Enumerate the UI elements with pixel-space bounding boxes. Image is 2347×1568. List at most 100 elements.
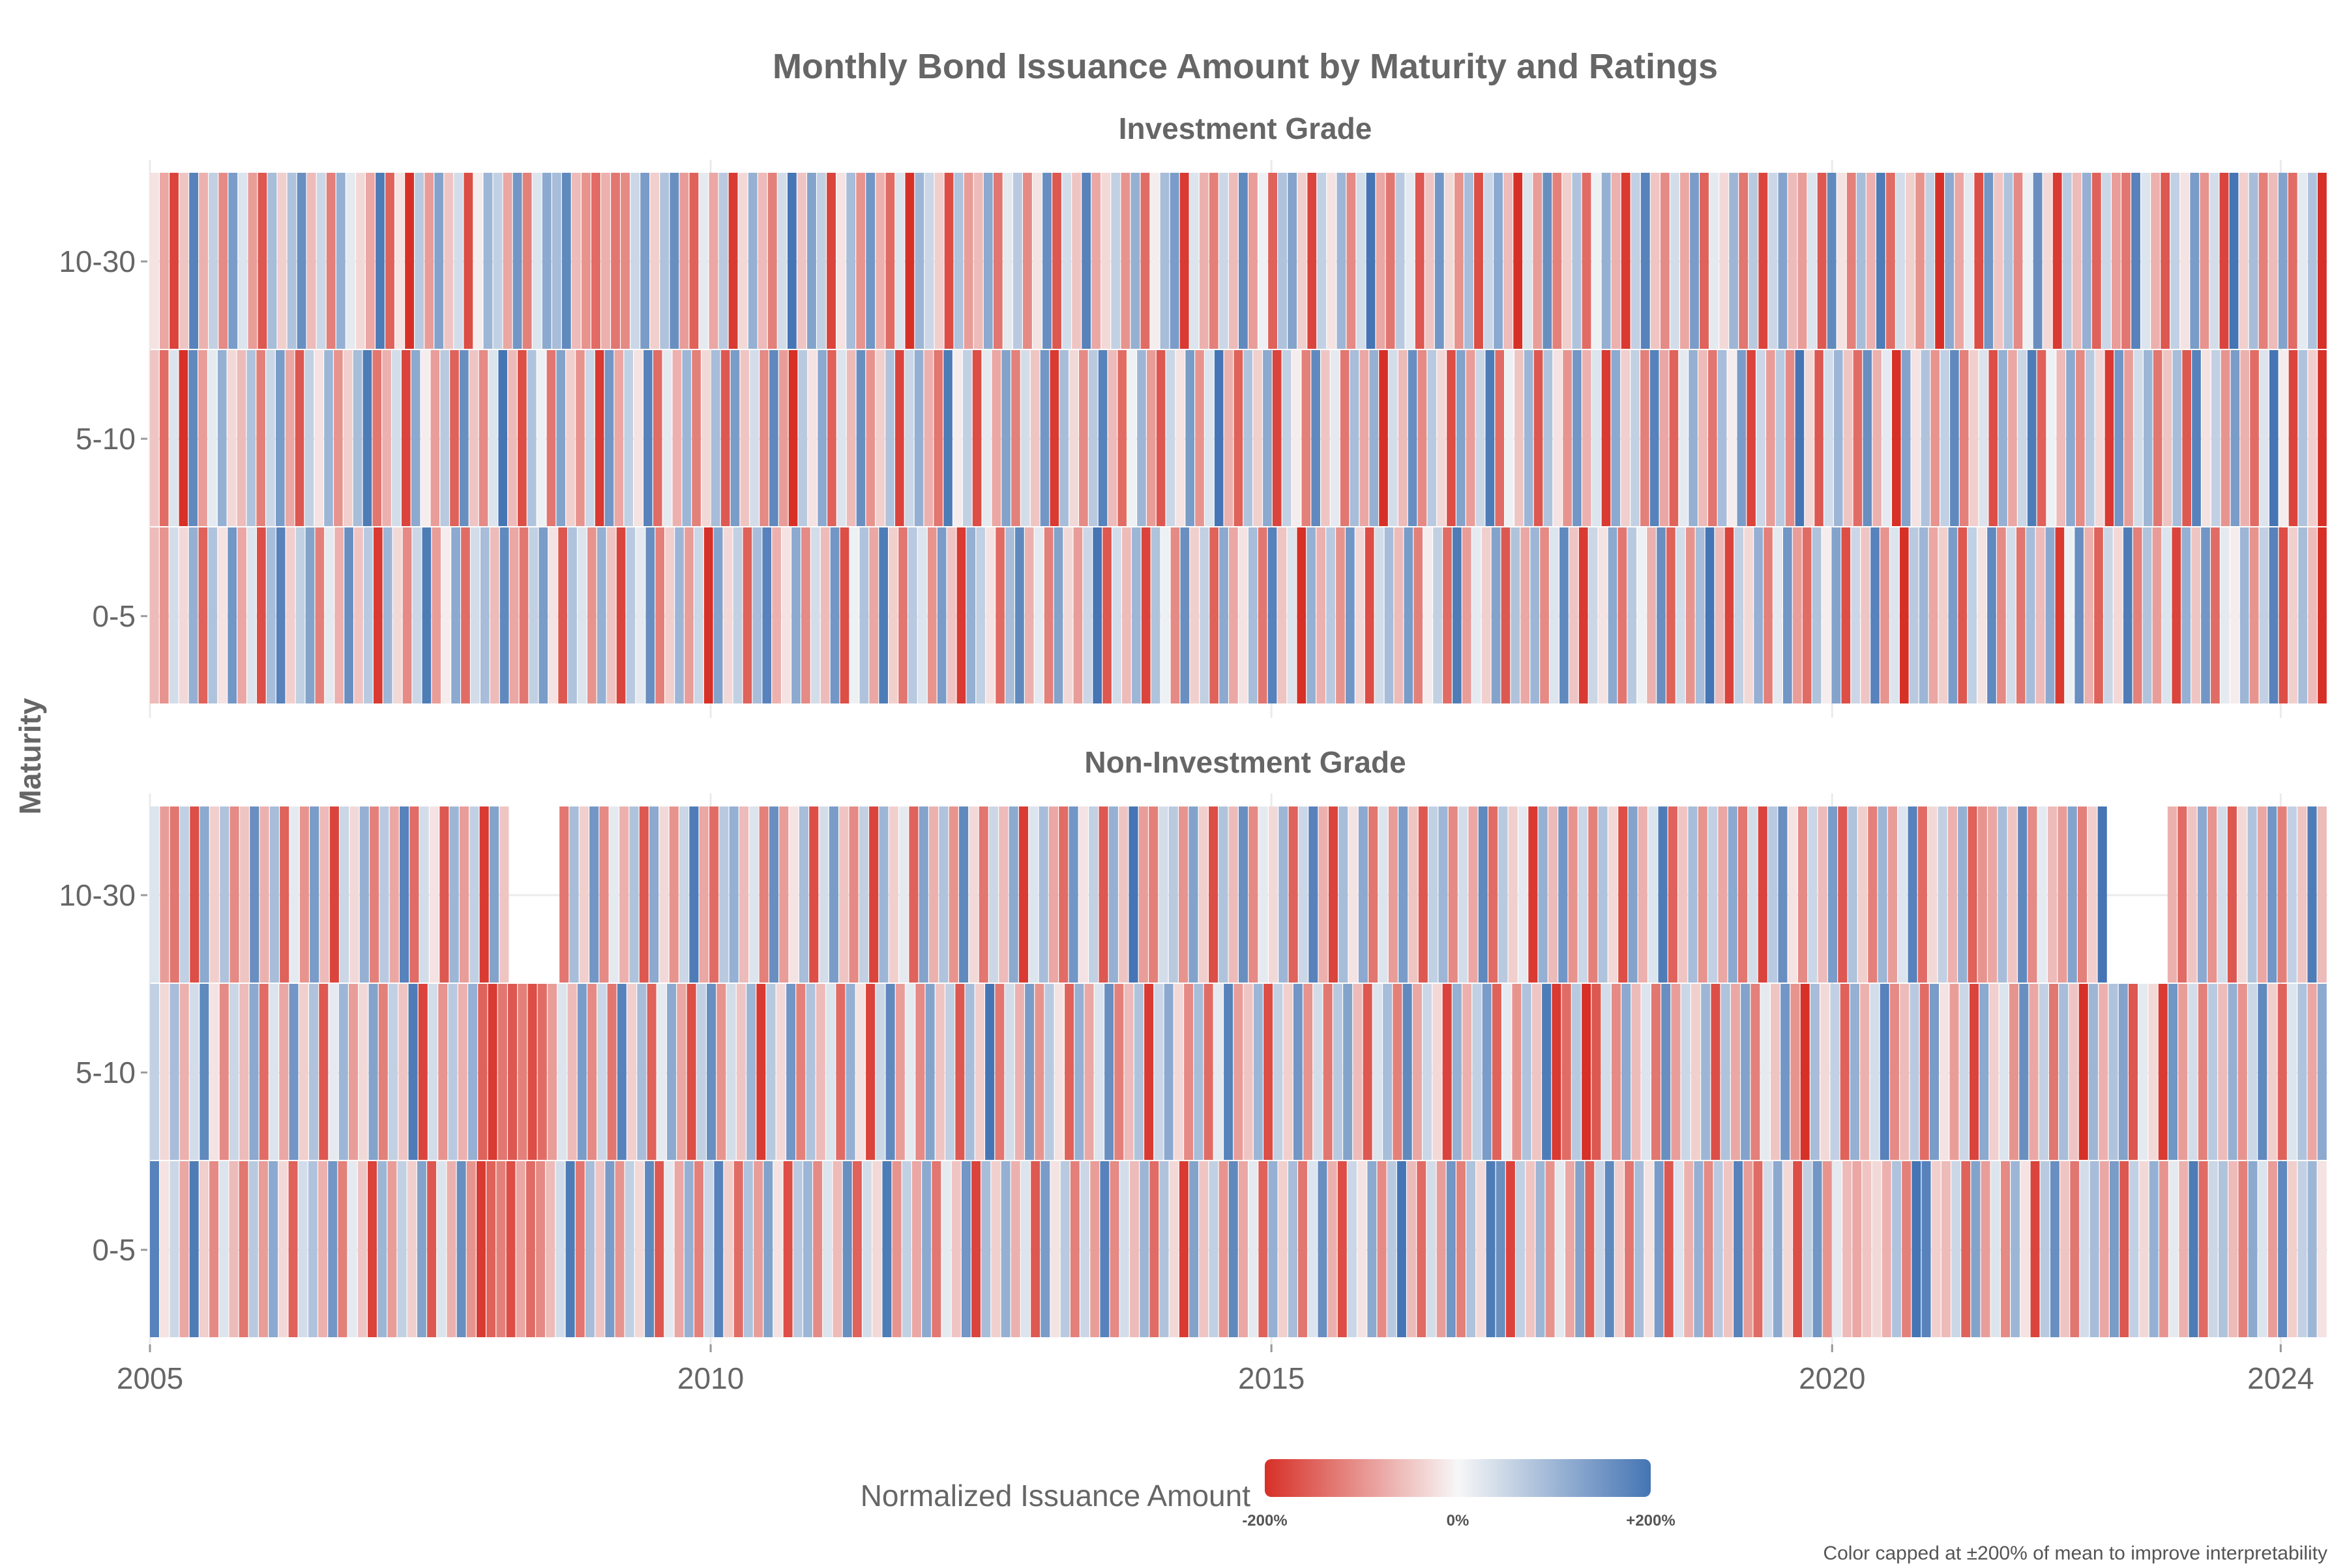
heatmap-cell [1768, 806, 1778, 983]
heatmap-cell [1318, 1161, 1327, 1337]
heatmap-cell [552, 173, 561, 349]
heatmap-cell [364, 527, 373, 703]
heatmap-cell [1734, 1161, 1743, 1337]
heatmap-cell [2298, 350, 2308, 526]
heatmap-cell [879, 527, 889, 703]
heatmap-cell [993, 173, 1003, 349]
heatmap-cell [1408, 350, 1417, 526]
heatmap-cell [2059, 984, 2069, 1160]
heatmap-cell [179, 350, 188, 526]
heatmap-cell [1832, 1161, 1842, 1337]
heatmap-cell [401, 350, 411, 526]
heatmap-cell [937, 527, 947, 703]
heatmap-cell [209, 984, 219, 1160]
heatmap-cell [1100, 1161, 1110, 1337]
heatmap-cell [2072, 173, 2082, 349]
heatmap-cell [1348, 806, 1358, 983]
heatmap-cell [1082, 173, 1091, 349]
heatmap-cell [2067, 806, 2077, 983]
heatmap-cell [1001, 1161, 1011, 1337]
heatmap-cell [395, 173, 404, 349]
heatmap-cell [609, 806, 619, 983]
heatmap-cell [776, 984, 786, 1160]
heatmap-cell [956, 527, 966, 703]
heatmap-cell [1395, 173, 1405, 349]
heatmap-cell [408, 984, 418, 1160]
heatmap-cell [1189, 173, 1199, 349]
heatmap-cell [1950, 350, 1959, 526]
heatmap-cell [359, 984, 368, 1160]
heatmap-cell [1727, 350, 1737, 526]
heatmap-cell [1179, 173, 1189, 349]
heatmap-cell [1069, 806, 1078, 983]
heatmap-cell [759, 806, 769, 983]
heatmap-cell [1418, 806, 1428, 983]
heatmap-cell [1585, 1161, 1595, 1337]
heatmap-cell [767, 173, 777, 349]
heatmap-cell [2020, 1161, 2030, 1337]
heatmap-cell [986, 527, 996, 703]
heatmap-cell [777, 173, 787, 349]
heatmap-cell [556, 350, 566, 526]
heatmap-cell [682, 350, 692, 526]
heatmap-cell [1412, 984, 1422, 1160]
heatmap-cell [1243, 984, 1253, 1160]
heatmap-cell [1514, 350, 1524, 526]
y-tick-label: 5-10 [76, 1056, 136, 1089]
heatmap-cell [925, 984, 935, 1160]
heatmap-cell [1892, 1161, 1901, 1337]
heatmap-cell [1104, 984, 1114, 1160]
heatmap-cell [685, 527, 694, 703]
heatmap-cell [1675, 527, 1685, 703]
heatmap-cell [826, 984, 836, 1160]
heatmap-cell [2153, 350, 2162, 526]
heatmap-cell [1658, 806, 1668, 983]
heatmap-cell [1797, 806, 1808, 983]
heatmap-cell [1704, 1161, 1713, 1337]
heatmap-cell [1998, 350, 2007, 526]
heatmap-cell [733, 1161, 743, 1337]
heatmap-cell [1248, 173, 1258, 349]
heatmap-cell [2307, 806, 2317, 983]
heatmap-cell [1929, 984, 1939, 1160]
heatmap-cell [2258, 984, 2267, 1160]
heatmap-cell [2101, 173, 2111, 349]
heatmap-cell [1526, 1161, 1535, 1337]
heatmap-cell [1621, 173, 1631, 349]
heatmap-cell [2013, 173, 2023, 349]
heatmap-cell [1543, 173, 1552, 349]
heatmap-cell [670, 173, 679, 349]
heatmap-cell [1328, 806, 1338, 983]
heatmap-cell [1137, 350, 1146, 526]
heatmap-cell [309, 984, 319, 1160]
heatmap-cell [169, 527, 179, 703]
heatmap-cell [389, 984, 398, 1160]
heatmap-cell [1747, 350, 1756, 526]
heatmap-cell [1346, 527, 1355, 703]
heatmap-cell [198, 527, 208, 703]
heatmap-cell [1184, 984, 1194, 1160]
heatmap-cell [2008, 350, 2017, 526]
heatmap-cell [229, 1161, 239, 1337]
heatmap-cell [1021, 1161, 1030, 1337]
heatmap-cell [179, 806, 190, 983]
heatmap-cell [460, 350, 469, 526]
heatmap-cell [1614, 1161, 1624, 1337]
heatmap-cell [506, 1161, 516, 1337]
heatmap-cell [1194, 984, 1203, 1160]
heatmap-cell [1915, 173, 1925, 349]
heatmap-cell [1661, 984, 1671, 1160]
heatmap-cell [383, 527, 392, 703]
heatmap-cell [2167, 806, 2177, 983]
heatmap-cell [988, 806, 999, 983]
heatmap-cell [799, 806, 808, 983]
heatmap-cell [726, 984, 736, 1160]
heatmap-cell [1180, 527, 1190, 703]
heatmap-cell [659, 806, 669, 983]
heatmap-cell [899, 806, 909, 983]
heatmap-cell [1443, 527, 1452, 703]
heatmap-cell [2288, 984, 2297, 1160]
heatmap-cell [1851, 527, 1861, 703]
heatmap-cell [328, 1161, 338, 1337]
heatmap-cell [2298, 527, 2307, 703]
